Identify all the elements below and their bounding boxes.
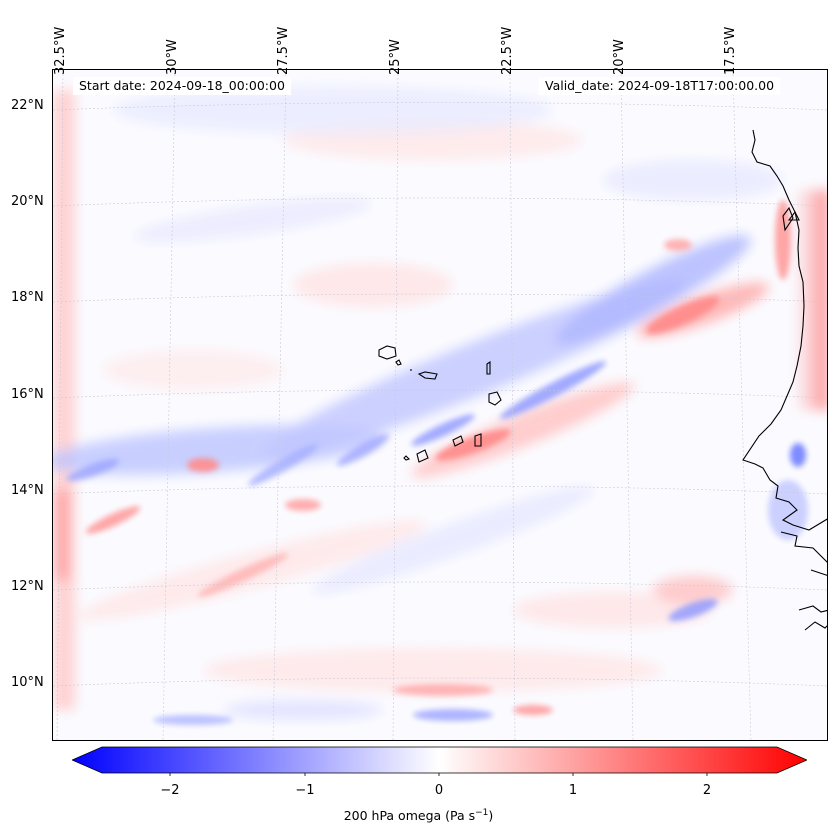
graticule: [53, 70, 827, 740]
colorbar-label-exponent: −1: [475, 808, 489, 818]
lon-label-22-5w: 22.5°W: [500, 26, 515, 75]
colorbar-label: 200 hPa omega (Pa s−1): [0, 808, 837, 823]
map-panel[interactable]: [52, 69, 828, 741]
colorbar: [72, 746, 807, 776]
lat-label-20n: 20°N: [11, 194, 44, 209]
lon-label-17-5w: 17.5°W: [723, 26, 738, 75]
colorbar-label-text: 200 hPa omega (Pa s: [343, 808, 476, 824]
lon-label-32-5w: 32.5°W: [53, 26, 68, 75]
lat-label-16n: 16°N: [11, 387, 44, 402]
colorbar-tick-1: 1: [568, 783, 578, 798]
colorbar-tick-2: 2: [702, 783, 712, 798]
omega-field: [53, 86, 827, 720]
lon-label-20w: 20°W: [612, 39, 627, 75]
coastline: [378, 129, 827, 631]
valid-date-label: Valid_date: 2024-09-18T17:00:00.00: [539, 77, 781, 95]
lon-label-25w: 25°W: [388, 39, 403, 75]
colorbar-label-end: ): [488, 808, 494, 824]
colorbar-tick-0: 0: [434, 783, 444, 798]
lat-label-12n: 12°N: [11, 579, 44, 594]
omega-streaks: [66, 200, 808, 725]
lat-label-18n: 18°N: [11, 290, 44, 305]
lat-label-10n: 10°N: [11, 675, 44, 690]
colorbar-tick-neg1: −1: [295, 783, 315, 798]
lon-label-27-5w: 27.5°W: [276, 26, 291, 75]
omega-field-map: [53, 70, 827, 740]
lat-label-14n: 14°N: [11, 483, 44, 498]
lat-label-22n: 22°N: [11, 98, 44, 113]
lon-label-30w: 30°W: [165, 39, 180, 75]
start-date-label: Start date: 2024-09-18_00:00:00: [73, 77, 291, 95]
colorbar-tick-neg2: −2: [160, 783, 180, 798]
